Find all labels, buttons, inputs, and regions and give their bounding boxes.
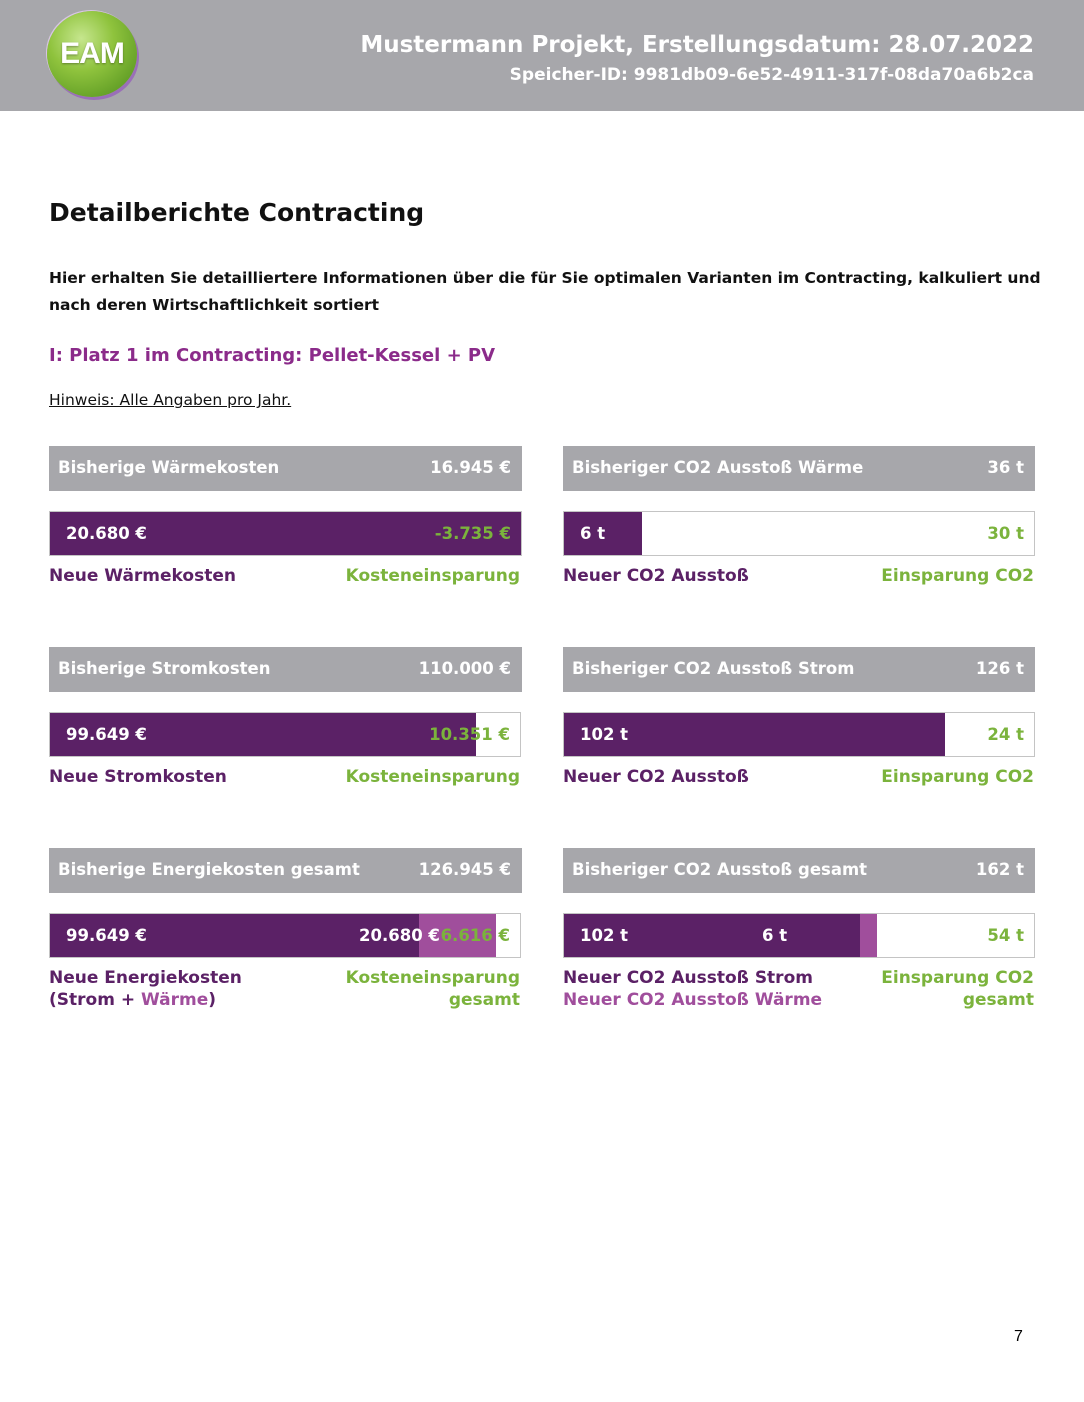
logo-text: EAM xyxy=(60,37,125,70)
new-heat-co2-fill xyxy=(564,512,642,555)
prev-total-co2-label: Bisheriger CO2 Ausstoß gesamt xyxy=(572,860,868,879)
new-power-co2-fill xyxy=(564,713,945,756)
hint-text: Hinweis: Alle Angaben pro Jahr. xyxy=(49,391,292,409)
new-power-co2-bar: 102 t 24 t xyxy=(563,712,1035,757)
new-total-co2-caption-line2: Neuer CO2 Ausstoß Wärme xyxy=(563,990,823,1010)
prev-total-co2-value: 162 t xyxy=(975,860,1024,879)
page-number: 7 xyxy=(1014,1328,1023,1345)
new-heat-co2-caption: Neuer CO2 Ausstoß xyxy=(563,566,749,586)
power-co2-saving-value: 24 t xyxy=(987,725,1024,744)
new-total-co2-power-value: 102 t xyxy=(580,926,629,945)
prev-power-cost-bar: Bisherige Stromkosten 110.000 € xyxy=(49,647,522,692)
prev-total-cost-value: 126.945 € xyxy=(418,860,511,879)
prev-power-cost-value: 110.000 € xyxy=(418,659,511,678)
page-header: EAM Mustermann Projekt, Erstellungsdatum… xyxy=(0,0,1084,111)
eam-logo: EAM xyxy=(47,11,137,97)
prev-heat-co2-bar: Bisheriger CO2 Ausstoß Wärme 36 t xyxy=(563,446,1035,491)
new-power-co2-value: 102 t xyxy=(580,725,629,744)
new-power-cost-value: 99.649 € xyxy=(66,725,147,744)
total-cost-saving-caption-line2: gesamt xyxy=(448,990,520,1010)
heat-cost-saving-value: -3.735 € xyxy=(434,524,511,543)
new-total-cost-caption-line1: Neue Energiekosten xyxy=(49,968,242,988)
new-total-co2-bar: 102 t 6 t 54 t xyxy=(563,913,1035,958)
prev-power-cost-label: Bisherige Stromkosten xyxy=(58,659,271,678)
heat-co2-saving-value: 30 t xyxy=(987,524,1024,543)
storage-id: Speicher-ID: 9981db09-6e52-4911-317f-08d… xyxy=(509,65,1034,85)
new-total-co2-heat-fill xyxy=(860,914,877,957)
caption-close: ) xyxy=(208,990,217,1010)
prev-heat-co2-value: 36 t xyxy=(987,458,1024,477)
new-power-co2-caption: Neuer CO2 Ausstoß xyxy=(563,767,749,787)
variant-title: I: Platz 1 im Contracting: Pellet-Kessel… xyxy=(49,345,496,366)
power-cost-saving-value: 10.351 € xyxy=(429,725,510,744)
new-heat-cost-caption: Neue Wärmekosten xyxy=(49,566,236,586)
prev-total-co2-bar: Bisheriger CO2 Ausstoß gesamt 162 t xyxy=(563,848,1035,893)
new-power-cost-bar: 99.649 € 10.351 € xyxy=(49,712,521,757)
new-total-cost-caption: Neue Energiekosten (Strom + Wärme) xyxy=(49,967,242,1011)
total-cost-saving-value: 6.616 € xyxy=(440,926,510,945)
header-title: Mustermann Projekt, Erstellungsdatum: 28… xyxy=(360,32,1034,58)
new-power-cost-caption: Neue Stromkosten xyxy=(49,767,227,787)
new-heat-cost-bar: 20.680 € -3.735 € xyxy=(49,511,522,556)
prev-power-co2-value: 126 t xyxy=(975,659,1024,678)
prev-power-co2-bar: Bisheriger CO2 Ausstoß Strom 126 t xyxy=(563,647,1035,692)
new-total-cost-bar: 99.649 € 20.680 € 6.616 € xyxy=(49,913,521,958)
intro-text: Hier erhalten Sie detailliertere Informa… xyxy=(49,269,1041,314)
total-co2-saving-caption: Einsparung CO2 gesamt xyxy=(881,967,1034,1011)
prev-heat-cost-label: Bisherige Wärmekosten xyxy=(58,458,280,477)
caption-open: (Strom + xyxy=(49,990,141,1010)
caption-heat: Wärme xyxy=(141,990,209,1010)
total-cost-saving-caption: Kosteneinsparung gesamt xyxy=(346,967,520,1011)
heat-cost-saving-caption: Kosteneinsparung xyxy=(345,566,520,586)
page-title: Detailberichte Contracting xyxy=(49,198,425,227)
new-total-cost-power-value: 99.649 € xyxy=(66,926,147,945)
prev-total-cost-bar: Bisherige Energiekosten gesamt 126.945 € xyxy=(49,848,522,893)
power-co2-saving-caption: Einsparung CO2 xyxy=(881,767,1034,787)
new-total-co2-heat-value: 6 t xyxy=(762,926,788,945)
new-heat-co2-bar: 6 t 30 t xyxy=(563,511,1035,556)
new-heat-cost-fill xyxy=(50,512,521,555)
prev-heat-cost-bar: Bisherige Wärmekosten 16.945 € xyxy=(49,446,522,491)
new-heat-co2-value: 6 t xyxy=(580,524,606,543)
power-cost-saving-caption: Kosteneinsparung xyxy=(345,767,520,787)
new-heat-cost-value: 20.680 € xyxy=(66,524,147,543)
total-cost-saving-caption-line1: Kosteneinsparung xyxy=(345,968,520,988)
new-total-co2-caption-line1: Neuer CO2 Ausstoß Strom xyxy=(563,968,813,988)
new-total-cost-heat-fill xyxy=(419,914,496,957)
new-total-co2-caption: Neuer CO2 Ausstoß Strom Neuer CO2 Aussto… xyxy=(563,967,822,1011)
new-total-cost-power-fill xyxy=(50,914,419,957)
prev-heat-co2-label: Bisheriger CO2 Ausstoß Wärme xyxy=(572,458,864,477)
new-total-cost-caption-line2: (Strom + Wärme) xyxy=(49,989,242,1011)
total-co2-saving-caption-line2: gesamt xyxy=(962,990,1034,1010)
total-co2-saving-value: 54 t xyxy=(987,926,1024,945)
heat-co2-saving-caption: Einsparung CO2 xyxy=(881,566,1034,586)
prev-heat-cost-value: 16.945 € xyxy=(430,458,511,477)
new-total-co2-power-fill xyxy=(564,914,860,957)
prev-total-cost-label: Bisherige Energiekosten gesamt xyxy=(58,860,360,879)
new-total-cost-heat-value: 20.680 € xyxy=(359,926,440,945)
prev-power-co2-label: Bisheriger CO2 Ausstoß Strom xyxy=(572,659,855,678)
total-co2-saving-caption-line1: Einsparung CO2 xyxy=(881,968,1034,988)
new-power-cost-fill xyxy=(50,713,476,756)
